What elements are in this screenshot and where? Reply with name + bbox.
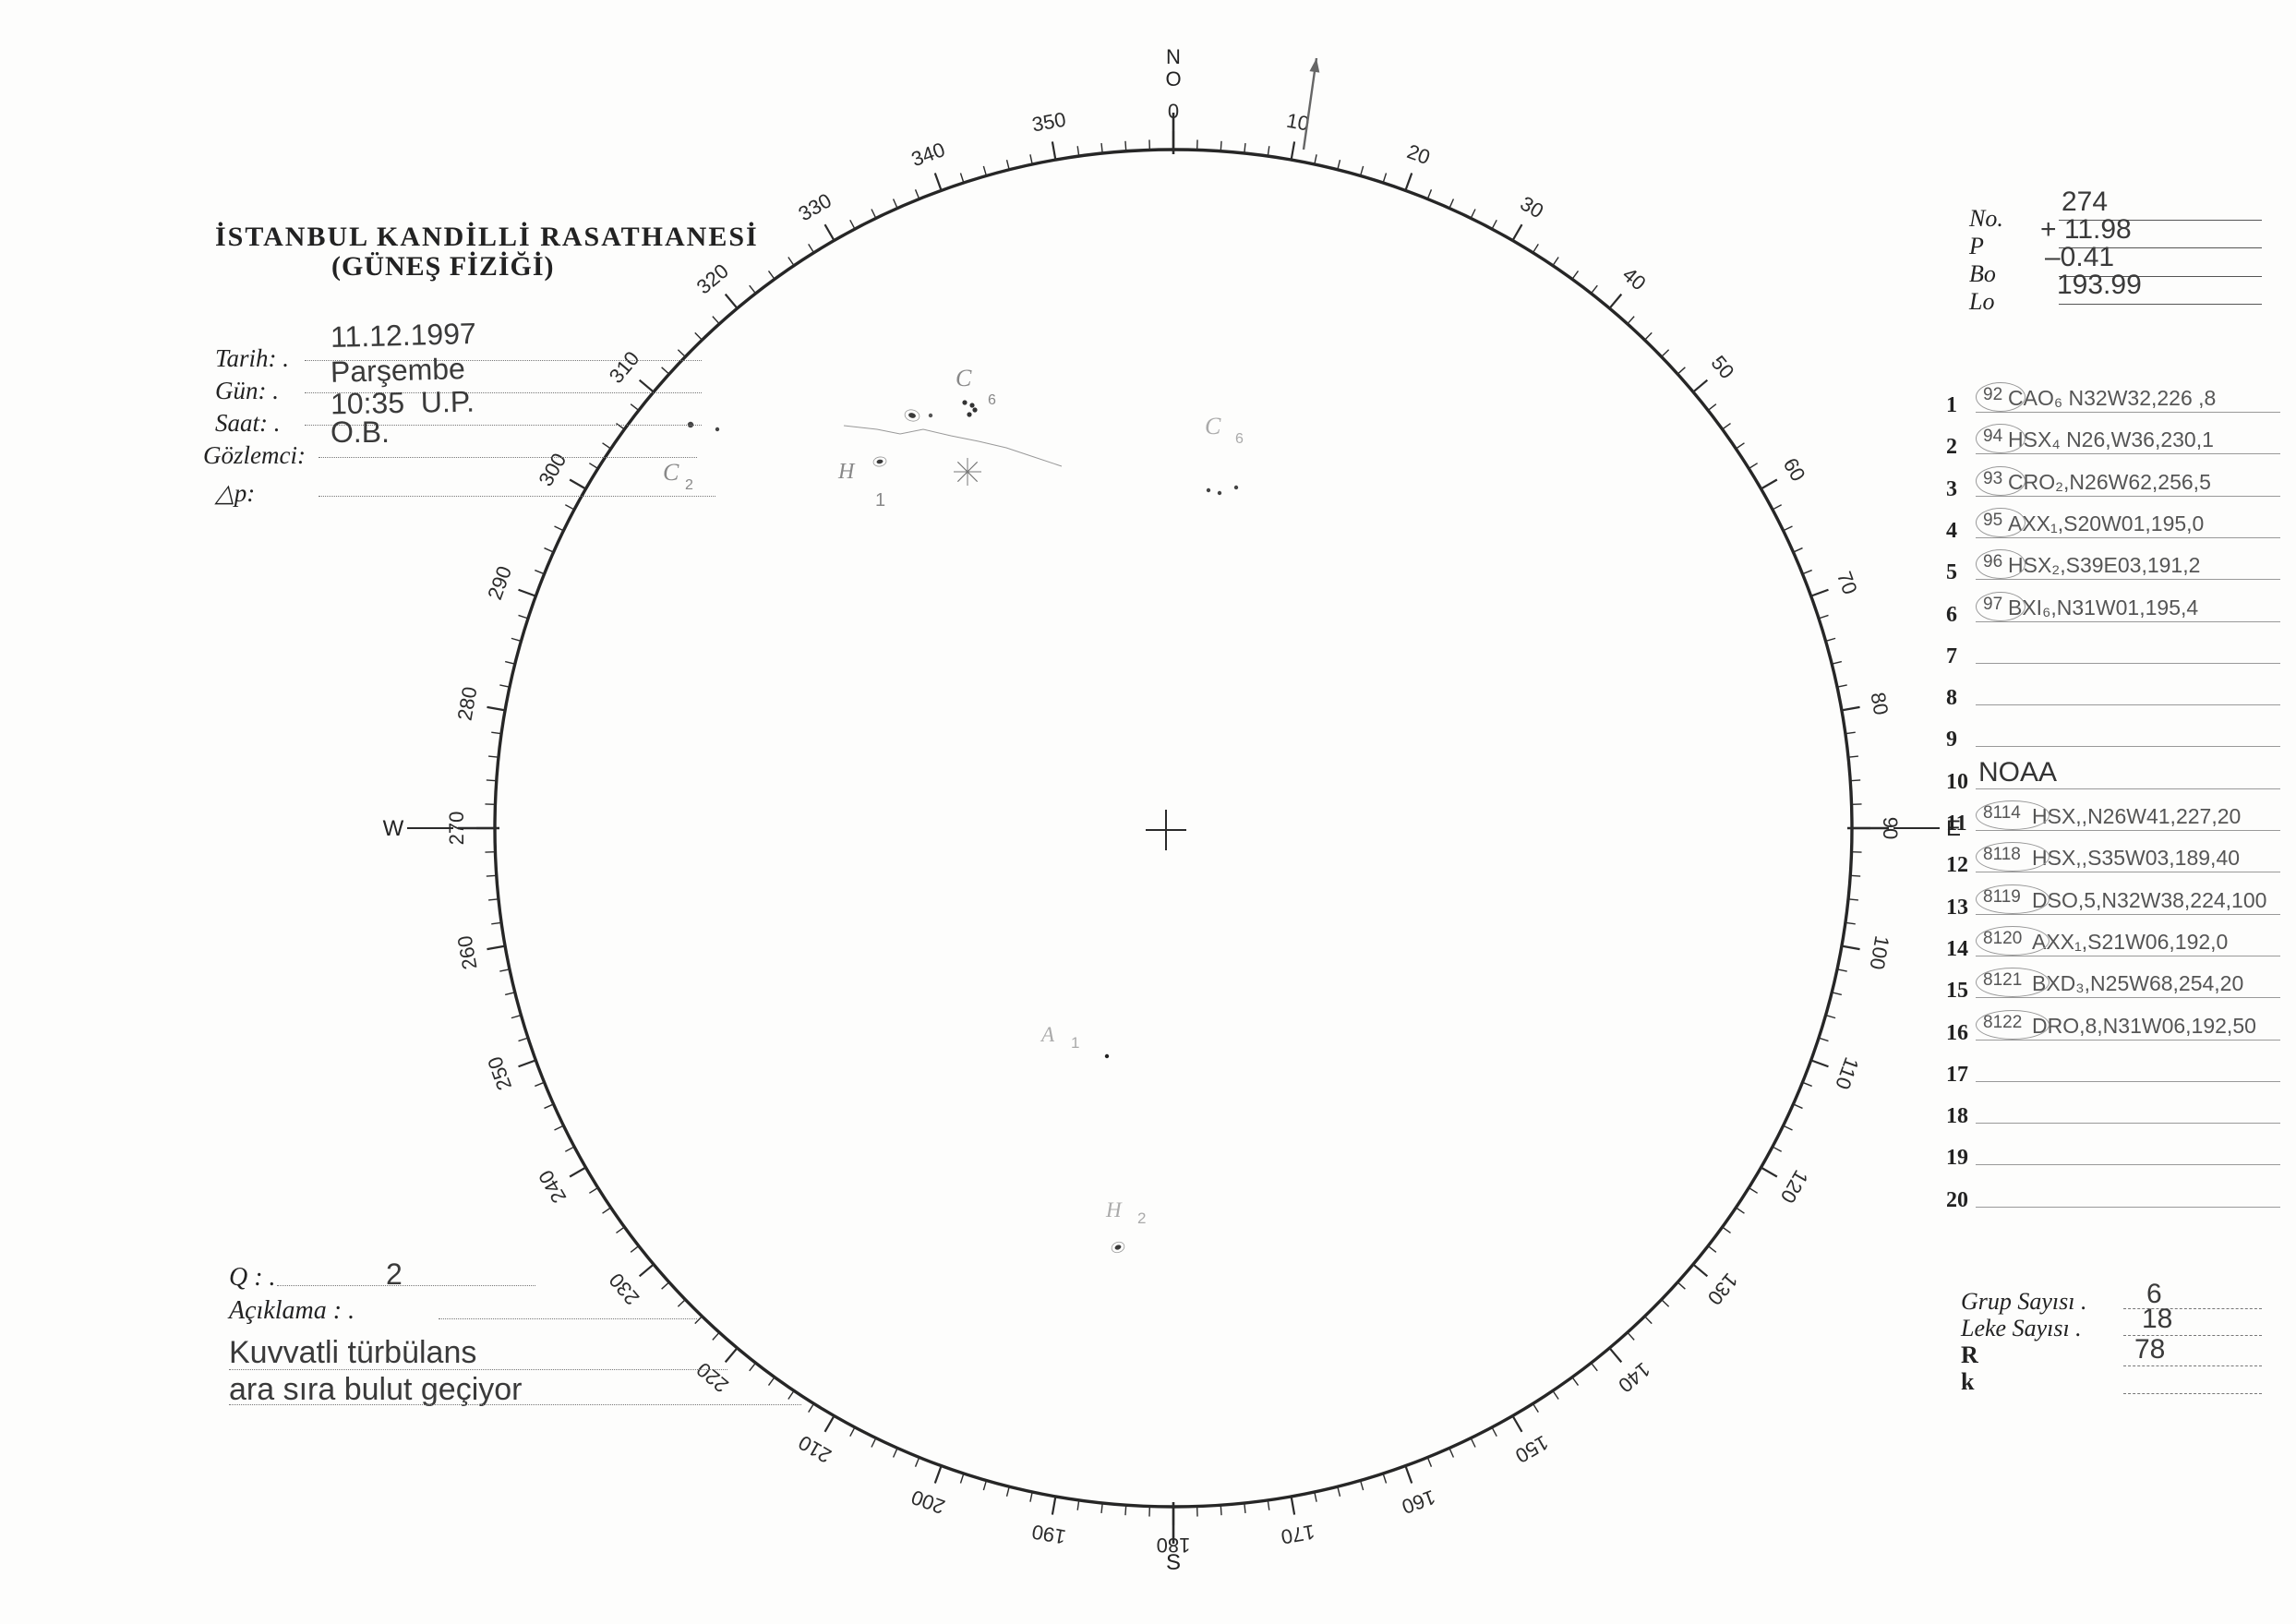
svg-text:200: 200 (908, 1486, 948, 1519)
svg-text:80: 80 (1866, 691, 1893, 716)
svg-text:350: 350 (1030, 108, 1068, 137)
svg-text:310: 310 (605, 347, 644, 388)
svg-text:290: 290 (483, 563, 516, 603)
svg-text:140: 140 (1614, 1358, 1654, 1398)
svg-text:130: 130 (1703, 1269, 1743, 1309)
svg-text:240: 240 (534, 1166, 571, 1207)
svg-text:6: 6 (1235, 431, 1244, 447)
svg-text:40: 40 (1618, 263, 1651, 295)
svg-text:280: 280 (453, 685, 482, 723)
svg-text:20: 20 (1404, 139, 1434, 169)
svg-text:0: 0 (1168, 100, 1179, 123)
svg-text:A: A (1040, 1023, 1055, 1046)
svg-text:70: 70 (1833, 569, 1862, 598)
svg-text:340: 340 (908, 138, 948, 171)
svg-text:N: N (1166, 45, 1181, 68)
svg-text:C: C (1205, 413, 1221, 439)
svg-text:170: 170 (1280, 1520, 1317, 1548)
svg-text:O: O (1165, 67, 1181, 90)
svg-text:110: 110 (1831, 1054, 1863, 1093)
svg-text:230: 230 (605, 1269, 644, 1309)
svg-text:190: 190 (1030, 1520, 1068, 1548)
svg-text:2: 2 (685, 477, 693, 493)
svg-text:60: 60 (1779, 454, 1810, 486)
svg-text:150: 150 (1511, 1431, 1552, 1468)
svg-text:W: W (383, 816, 404, 841)
svg-text:210: 210 (795, 1431, 835, 1468)
svg-text:160: 160 (1399, 1486, 1438, 1519)
svg-text:30: 30 (1516, 191, 1547, 223)
svg-text:1: 1 (875, 490, 885, 511)
svg-text:1: 1 (1071, 1034, 1079, 1052)
svg-text:H: H (1105, 1198, 1123, 1221)
svg-text:320: 320 (692, 259, 733, 299)
svg-text:250: 250 (483, 1053, 516, 1093)
svg-text:120: 120 (1776, 1166, 1813, 1207)
svg-text:260: 260 (453, 934, 482, 972)
svg-text:300: 300 (534, 450, 571, 490)
svg-text:C: C (663, 459, 679, 486)
svg-text:330: 330 (795, 188, 835, 225)
svg-text:2: 2 (1137, 1209, 1146, 1227)
svg-text:50: 50 (1707, 351, 1739, 383)
svg-text:220: 220 (692, 1358, 733, 1398)
svg-text:S: S (1166, 1550, 1181, 1575)
svg-text:6: 6 (988, 392, 996, 408)
svg-text:C: C (956, 365, 972, 391)
svg-text:H: H (837, 460, 856, 484)
svg-text:100: 100 (1865, 934, 1893, 972)
